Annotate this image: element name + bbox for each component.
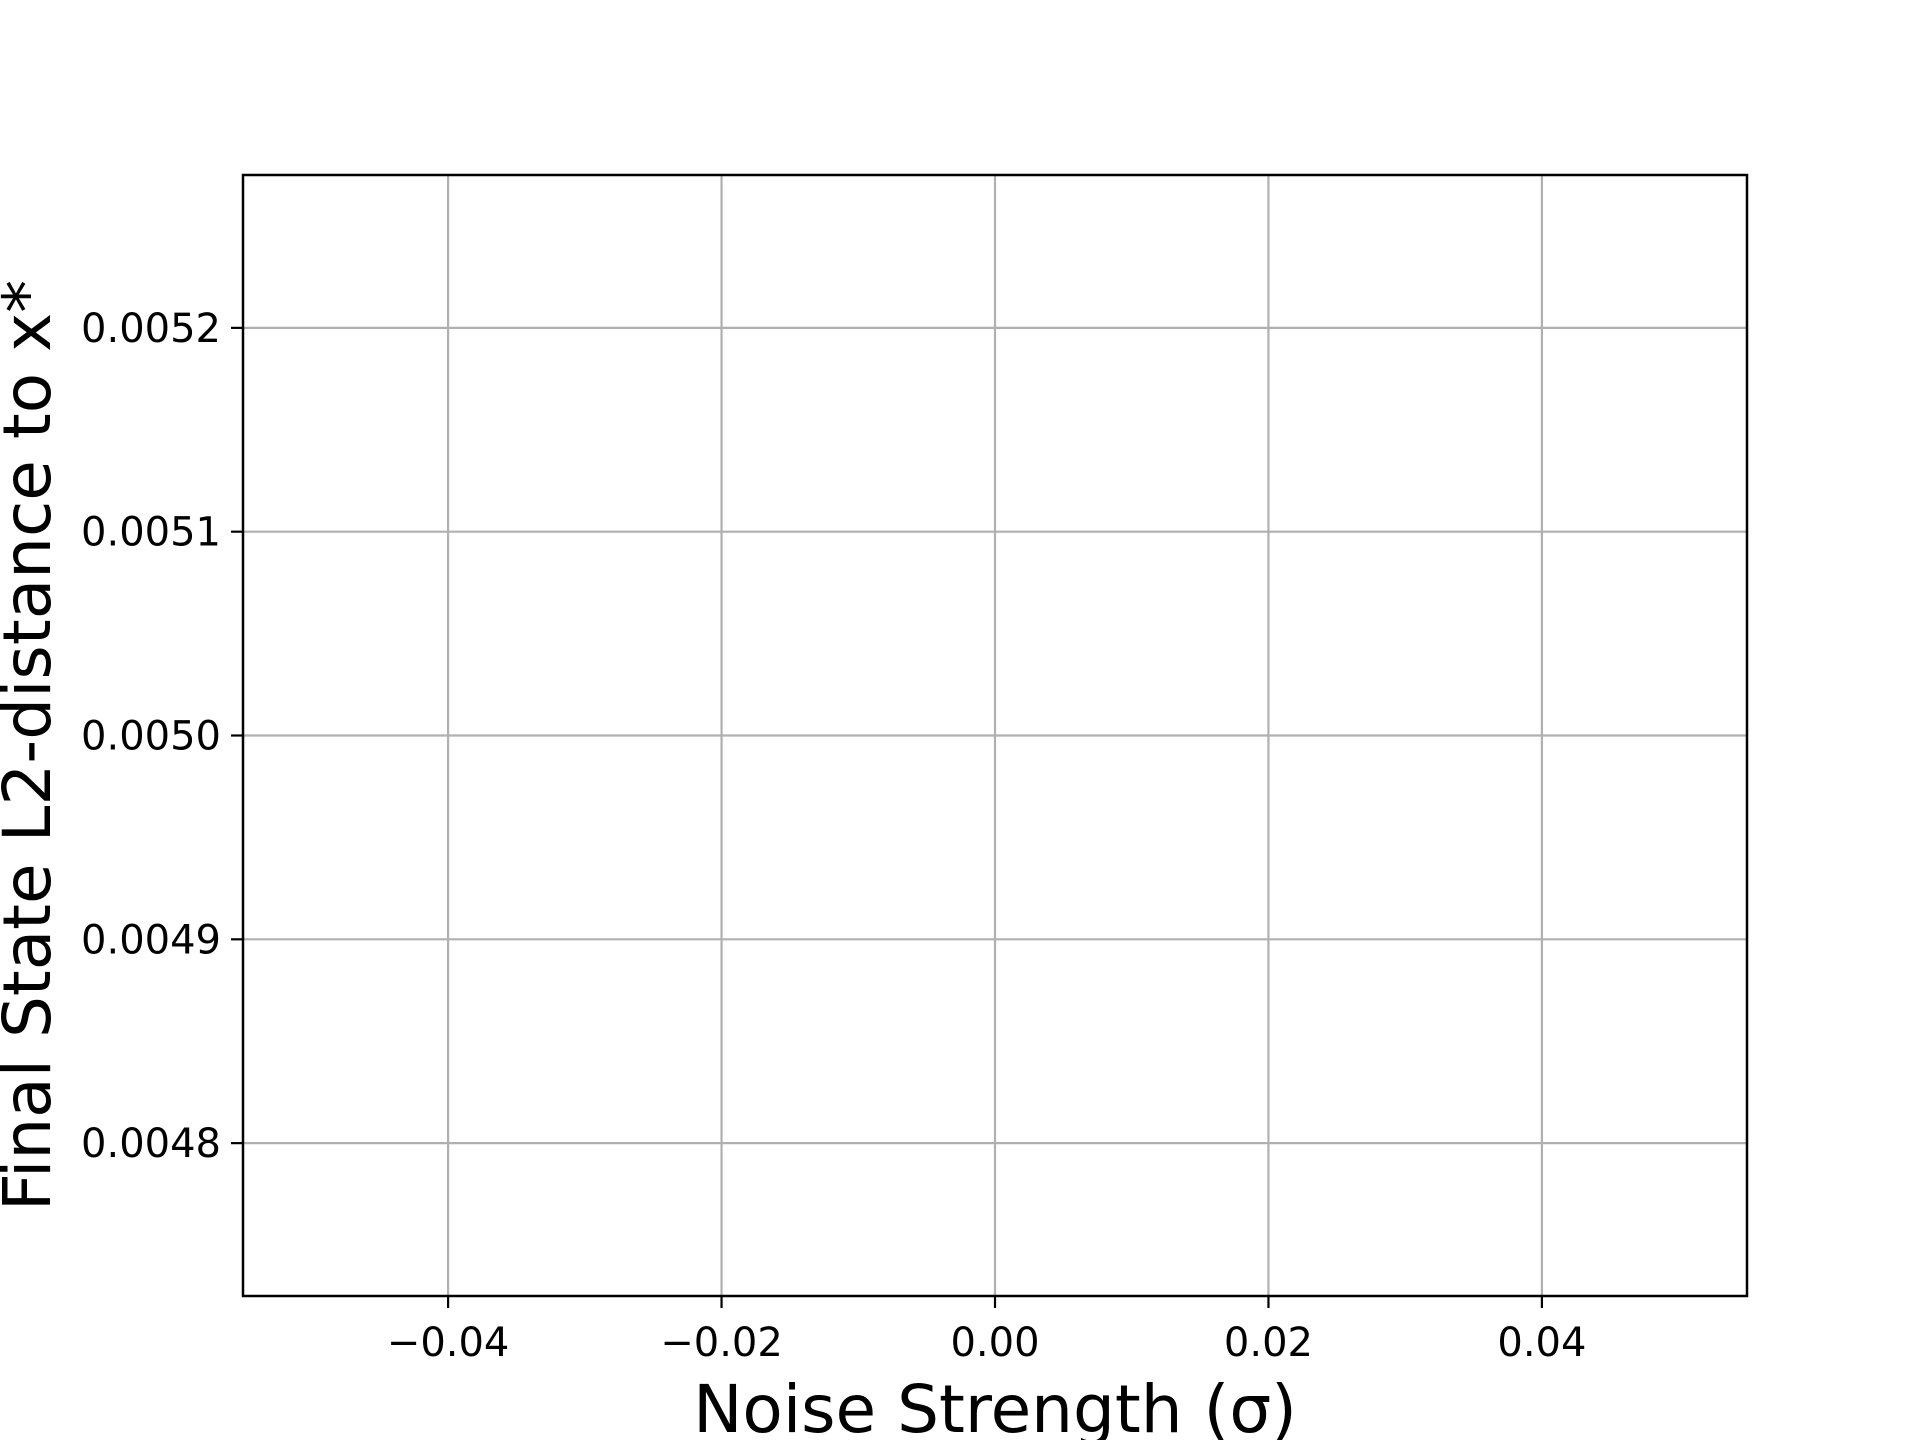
y-tick-label: 0.0052 <box>81 306 221 352</box>
x-tick-label: 0.00 <box>950 1320 1039 1366</box>
x-axis-title: Noise Strength (σ) <box>693 1371 1297 1440</box>
x-tick-label: 0.04 <box>1497 1320 1586 1366</box>
grid <box>243 175 1747 1296</box>
x-tick-label: −0.04 <box>387 1320 510 1366</box>
x-tick-label: −0.02 <box>660 1320 783 1366</box>
x-tick-label: 0.02 <box>1224 1320 1313 1366</box>
y-tick-label: 0.0050 <box>81 714 221 760</box>
ticks: −0.04 −0.02 0.00 0.02 0.04 0.0048 0.0049 0.0050… <box>81 306 1586 1366</box>
axes-frame <box>241 173 1749 1298</box>
y-tick-label: 0.0048 <box>81 1121 221 1167</box>
y-axis-title: Final State L2-distance to x* <box>0 280 66 1211</box>
y-tick-label: 0.0049 <box>81 917 221 963</box>
y-tick-label: 0.0051 <box>81 510 221 556</box>
